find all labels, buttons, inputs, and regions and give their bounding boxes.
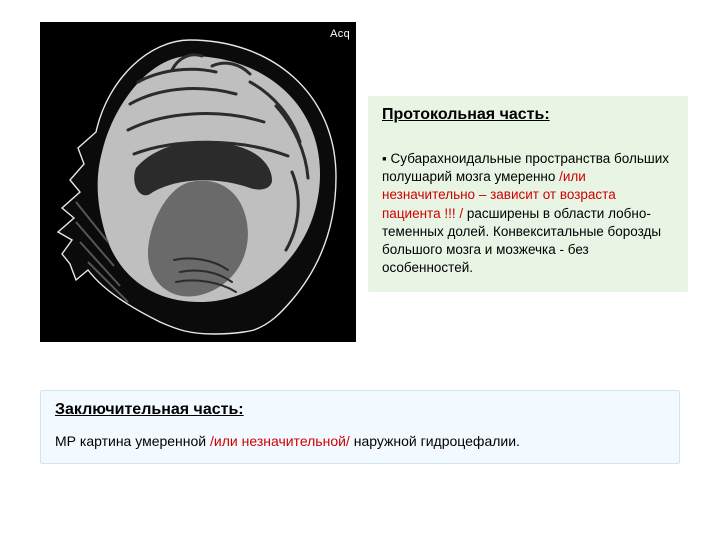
protocol-body: ▪ Субарахноидальные пространства больших… [382, 150, 674, 278]
mri-panel: Acq [40, 22, 356, 342]
conclusion-red-1: /или незначительной/ [210, 433, 350, 449]
conclusion-text-2: наружной гидроцефалии. [350, 433, 520, 449]
conclusion-body: МР картина умеренной /или незначительной… [55, 433, 665, 449]
brain-mri-illustration [40, 22, 356, 342]
conclusion-title: Заключительная часть: [55, 401, 665, 419]
protocol-box: Протокольная часть: ▪ Субарахноидальные … [368, 96, 688, 292]
protocol-title: Протокольная часть: [382, 106, 674, 124]
protocol-text-1: Субарахноидальные пространства больших п… [382, 151, 669, 184]
conclusion-box: Заключительная часть: МР картина умеренн… [40, 390, 680, 464]
slide: Acq [0, 0, 720, 540]
conclusion-text-1: МР картина умеренной [55, 433, 210, 449]
bullet: ▪ [382, 151, 391, 166]
